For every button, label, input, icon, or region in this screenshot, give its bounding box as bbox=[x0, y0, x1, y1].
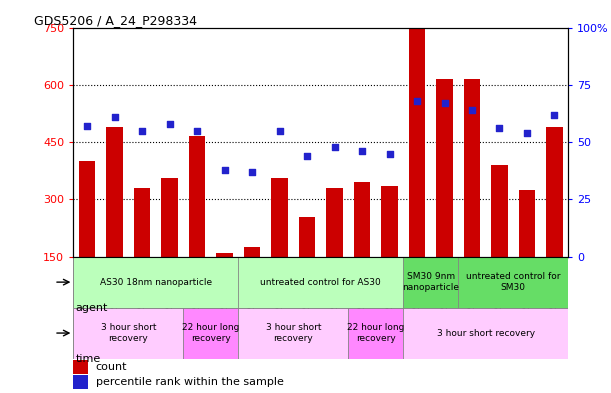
Bar bbox=[134, 188, 150, 257]
Bar bbox=[216, 253, 233, 257]
Bar bbox=[161, 178, 178, 257]
Bar bbox=[183, 308, 238, 358]
Point bbox=[220, 167, 230, 173]
Point bbox=[192, 127, 202, 134]
Point bbox=[137, 127, 147, 134]
Bar bbox=[519, 190, 535, 257]
Bar bbox=[458, 257, 568, 308]
Bar bbox=[546, 127, 563, 257]
Bar bbox=[79, 161, 95, 257]
Bar bbox=[436, 79, 453, 257]
Text: 3 hour short
recovery: 3 hour short recovery bbox=[101, 323, 156, 343]
Point bbox=[82, 123, 92, 129]
Bar bbox=[348, 308, 403, 358]
Point bbox=[165, 121, 175, 127]
Point bbox=[110, 114, 120, 120]
Text: SM30 9nm
nanoparticle: SM30 9nm nanoparticle bbox=[402, 272, 459, 292]
Text: AS30 18nm nanoparticle: AS30 18nm nanoparticle bbox=[100, 277, 212, 286]
Bar bbox=[409, 28, 425, 257]
Text: 22 hour long
recovery: 22 hour long recovery bbox=[182, 323, 240, 343]
Bar bbox=[73, 257, 238, 308]
Bar bbox=[238, 308, 348, 358]
Bar bbox=[106, 127, 123, 257]
Bar bbox=[403, 308, 568, 358]
Text: 3 hour short
recovery: 3 hour short recovery bbox=[266, 323, 321, 343]
Text: GDS5206 / A_24_P298334: GDS5206 / A_24_P298334 bbox=[34, 15, 197, 28]
Bar bbox=[491, 165, 508, 257]
Point bbox=[440, 100, 450, 106]
Point bbox=[495, 125, 505, 132]
Bar bbox=[73, 375, 88, 389]
Bar bbox=[326, 188, 343, 257]
Bar bbox=[299, 217, 315, 257]
Point bbox=[330, 143, 340, 150]
Text: percentile rank within the sample: percentile rank within the sample bbox=[95, 377, 284, 387]
Bar bbox=[354, 182, 370, 257]
Bar bbox=[464, 79, 480, 257]
Bar bbox=[189, 136, 205, 257]
Point bbox=[247, 169, 257, 175]
Text: 3 hour short recovery: 3 hour short recovery bbox=[437, 329, 535, 338]
Point bbox=[522, 130, 532, 136]
Bar bbox=[73, 360, 88, 374]
Bar bbox=[381, 186, 398, 257]
Bar bbox=[73, 308, 183, 358]
Point bbox=[357, 148, 367, 154]
Bar bbox=[244, 247, 260, 257]
Point bbox=[467, 107, 477, 113]
Text: untreated control for AS30: untreated control for AS30 bbox=[260, 277, 381, 286]
Text: untreated control for
SM30: untreated control for SM30 bbox=[466, 272, 560, 292]
Point bbox=[275, 127, 285, 134]
Point bbox=[302, 153, 312, 159]
Text: time: time bbox=[76, 354, 101, 364]
Text: count: count bbox=[95, 362, 127, 372]
Point bbox=[385, 151, 395, 157]
Bar bbox=[271, 178, 288, 257]
Bar bbox=[403, 257, 458, 308]
Text: agent: agent bbox=[76, 303, 108, 312]
Bar bbox=[238, 257, 403, 308]
Text: 22 hour long
recovery: 22 hour long recovery bbox=[347, 323, 404, 343]
Point bbox=[550, 112, 560, 118]
Point bbox=[412, 98, 422, 104]
